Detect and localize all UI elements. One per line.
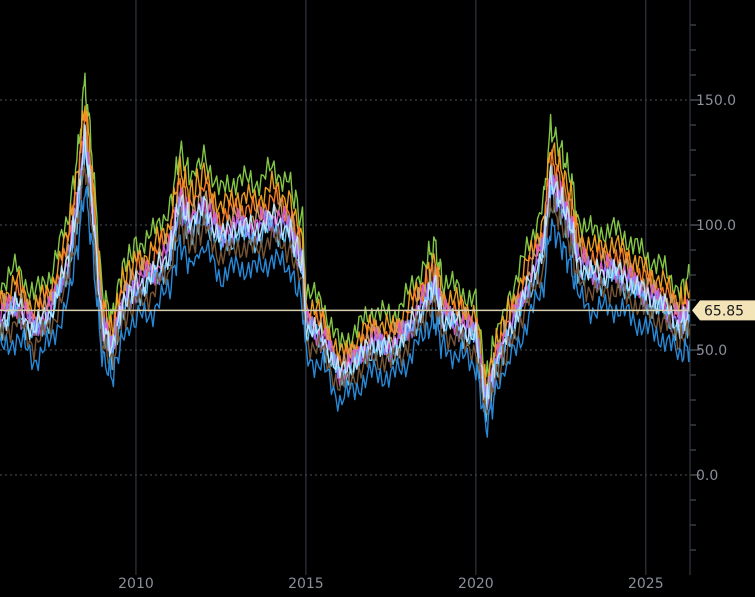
x-tick-label: 2015 [288,576,324,592]
series-line [0,165,691,416]
y-axis: 150.0 100.0 50.0 0.0 [689,0,736,575]
y-tick-label: 0.0 [696,468,718,484]
series-line [0,185,691,438]
x-tick-label: 2020 [458,576,494,592]
grid [0,0,690,575]
x-tick-label: 2025 [628,576,664,592]
x-axis: 2010 2015 2020 2025 [118,576,663,592]
series-layer [0,72,691,438]
last-value-label: 65.85 [704,303,744,319]
last-value-tag[interactable]: 65.85 [692,300,755,321]
series-line [0,105,691,392]
y-tick-label: 150.0 [696,93,736,109]
y-tick-label: 50.0 [696,343,727,359]
x-tick-label: 2010 [118,576,154,592]
last-value-tag-shape [692,300,755,321]
y-tick-label: 100.0 [696,218,736,234]
